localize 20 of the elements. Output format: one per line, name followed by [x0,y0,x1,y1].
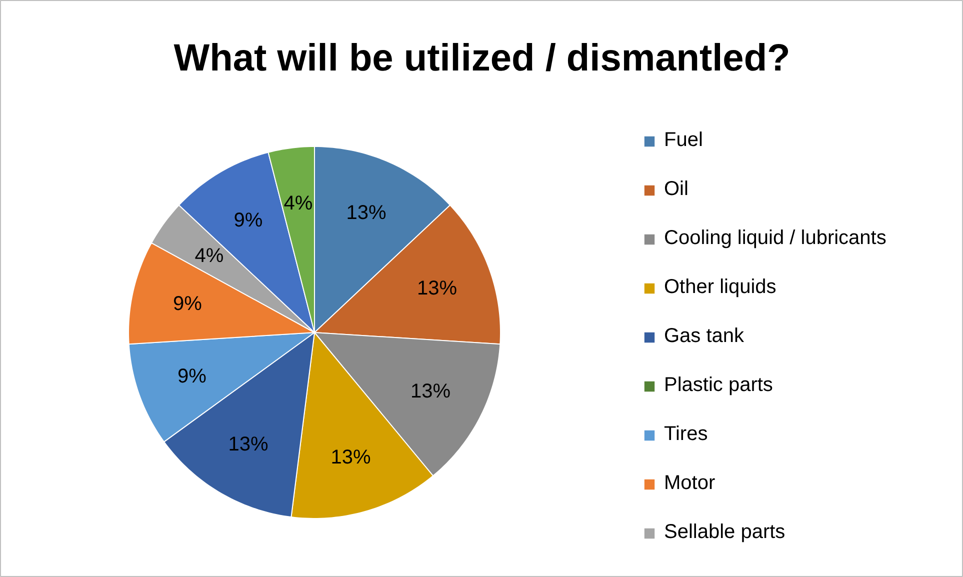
chart-title: What will be utilized / dismantled? [174,38,790,80]
legend-label: Fuel [664,129,703,152]
data-label: 9% [178,366,207,388]
data-label: 4% [284,192,313,214]
data-label: 13% [330,446,372,469]
legend-label: Motor [664,472,716,495]
legend-label: Cooling liquid / lubricants [664,227,886,250]
legend-label: Sellable parts [664,521,786,544]
legend-label: Tires [664,423,708,446]
data-label: 13% [228,434,268,456]
data-label: 13% [346,202,386,224]
legend-label: Plastic parts [664,374,773,397]
legend-label: Oil [664,178,688,201]
legend-label: Other liquids [664,276,776,299]
data-label: 9% [234,209,263,232]
legend-label: Gas tank [664,325,744,348]
data-label: 4% [194,244,224,267]
data-label: 13% [410,380,451,403]
data-label: 13% [416,277,458,300]
data-label: 9% [172,293,202,316]
